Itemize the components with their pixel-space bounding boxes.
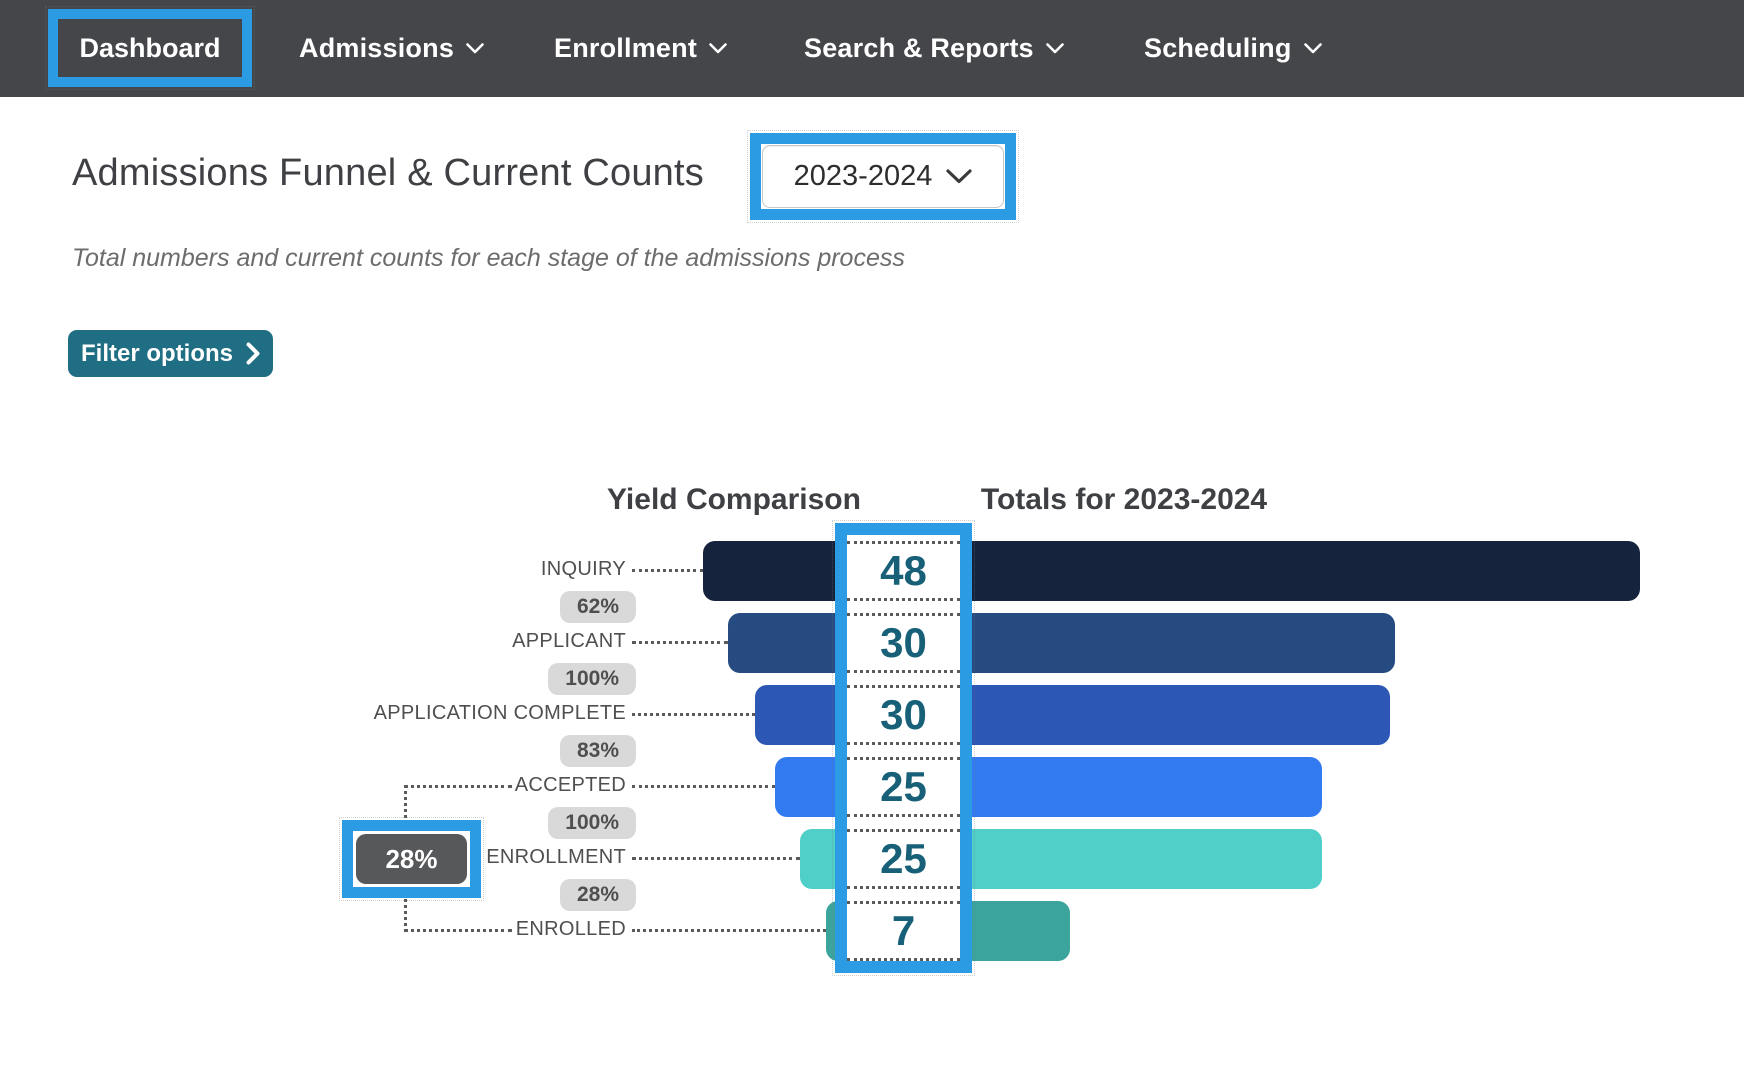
count-applicant: 30 bbox=[847, 613, 960, 673]
yield-callout-badge: 28% bbox=[356, 834, 467, 884]
yield-badge-applicant-appcomplete: 100% bbox=[548, 663, 636, 695]
page-title: Admissions Funnel & Current Counts bbox=[72, 152, 704, 194]
chevron-right-icon bbox=[246, 342, 260, 365]
stage-label-enrolled: ENROLLED bbox=[515, 918, 626, 940]
nav-item-admissions[interactable]: Admissions bbox=[299, 0, 484, 97]
callout-connector-line bbox=[404, 785, 512, 788]
chevron-down-icon bbox=[1303, 43, 1322, 54]
chart-title-yield-comparison: Yield Comparison bbox=[607, 483, 861, 516]
stage-label-applicant: APPLICANT bbox=[512, 630, 626, 652]
yield-badge-accepted-enrollment: 100% bbox=[548, 807, 636, 839]
chevron-down-icon bbox=[946, 169, 972, 184]
stage-label-application-complete: APPLICATION COMPLETE bbox=[373, 702, 626, 724]
annotation-highlight-dashboard: Dashboard bbox=[45, 6, 255, 90]
year-selector-dropdown[interactable]: 2023-2024 bbox=[762, 145, 1004, 208]
leader-line bbox=[632, 857, 800, 860]
nav-item-dashboard[interactable]: Dashboard bbox=[79, 32, 221, 63]
nav-item-enrollment[interactable]: Enrollment bbox=[554, 0, 727, 97]
chevron-down-icon bbox=[466, 43, 484, 54]
year-selector-value: 2023-2024 bbox=[793, 160, 933, 192]
nav-item-label: Enrollment bbox=[554, 33, 698, 63]
yield-badge-enrollment-enrolled: 28% bbox=[559, 879, 636, 911]
chevron-down-icon bbox=[709, 43, 727, 54]
chevron-down-icon bbox=[1045, 43, 1064, 54]
stage-label-enrollment: ENROLLMENT bbox=[486, 846, 626, 868]
leader-line bbox=[632, 929, 826, 932]
nav-item-scheduling[interactable]: Scheduling bbox=[1144, 0, 1322, 97]
stage-label-accepted: ACCEPTED bbox=[514, 774, 626, 796]
stage-label-inquiry: INQUIRY bbox=[540, 558, 626, 580]
count-application-complete: 30 bbox=[847, 685, 960, 745]
annotation-highlight-yield-callout: 28% bbox=[339, 817, 484, 901]
yield-badge-appcomplete-accepted: 83% bbox=[559, 735, 636, 767]
page-subtitle: Total numbers and current counts for eac… bbox=[72, 244, 905, 272]
leader-line bbox=[632, 785, 775, 788]
filter-options-label: Filter options bbox=[81, 339, 233, 367]
count-inquiry: 48 bbox=[847, 541, 960, 601]
leader-line bbox=[632, 713, 755, 716]
nav-item-search-reports[interactable]: Search & Reports bbox=[804, 0, 1064, 97]
callout-connector-line bbox=[404, 929, 512, 932]
chart-title-totals: Totals for 2023-2024 bbox=[980, 483, 1268, 516]
leader-line bbox=[632, 641, 728, 644]
nav-item-label: Search & Reports bbox=[804, 33, 1034, 63]
filter-options-button[interactable]: Filter options bbox=[68, 330, 273, 377]
nav-item-label: Scheduling bbox=[1144, 33, 1292, 63]
yield-badge-inquiry-applicant: 62% bbox=[559, 591, 636, 623]
count-accepted: 25 bbox=[847, 757, 960, 817]
count-enrolled: 7 bbox=[847, 901, 960, 961]
count-enrollment: 25 bbox=[847, 829, 960, 889]
leader-line bbox=[632, 569, 703, 572]
annotation-highlight-year-selector: 2023-2024 bbox=[747, 130, 1019, 223]
nav-item-label: Admissions bbox=[299, 33, 455, 63]
annotation-highlight-counts-column: 48 30 30 25 25 7 bbox=[832, 520, 975, 976]
funnel-bar-applicant bbox=[728, 613, 1395, 673]
top-navbar: Dashboard Admissions Enrollment Search &… bbox=[0, 0, 1744, 97]
